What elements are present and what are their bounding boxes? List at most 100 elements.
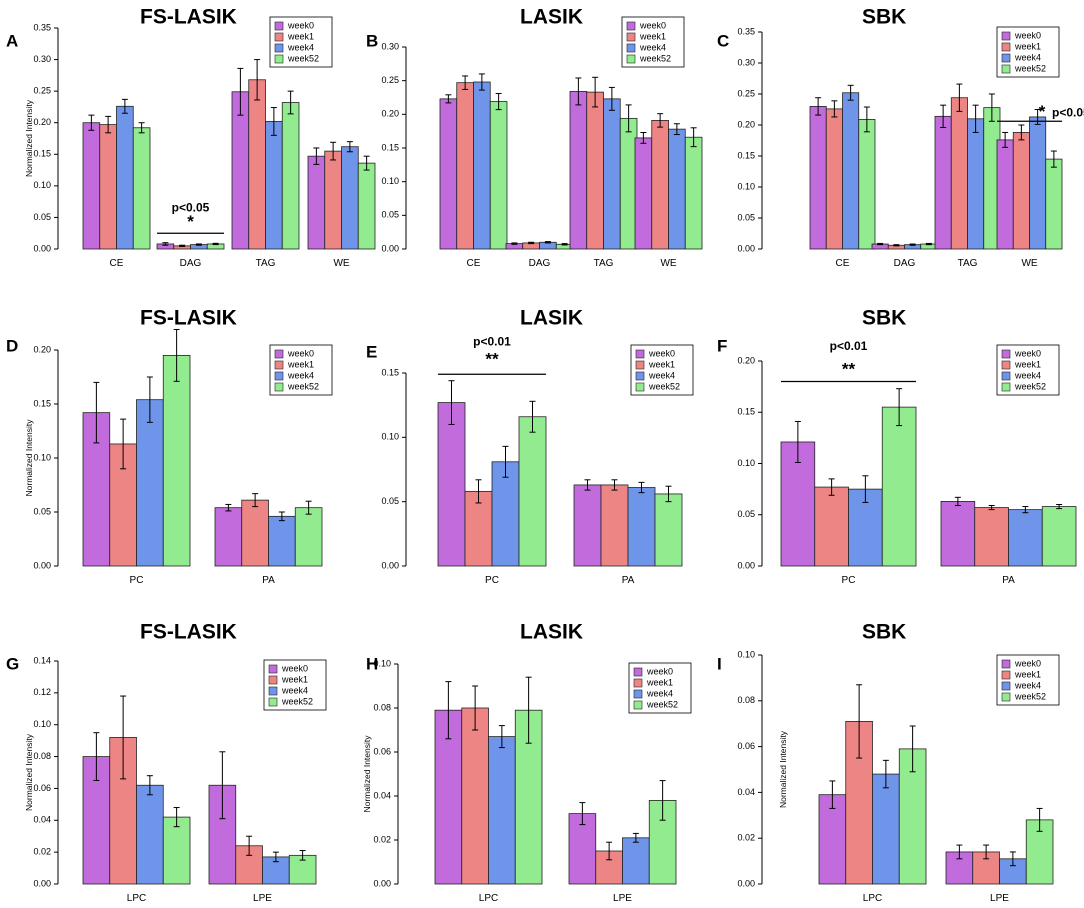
category-label: TAG (594, 258, 614, 269)
y-tick-label: 0.10 (381, 432, 399, 442)
significance-p-value: p<0.05 (1052, 106, 1084, 120)
y-tick-label: 0.15 (33, 149, 51, 159)
legend-swatch-week52 (274, 54, 284, 64)
bar-week4-we (668, 128, 686, 250)
legend-swatch-week4 (626, 43, 636, 53)
y-tick-label: 0.05 (737, 509, 755, 519)
bar-week4-pa (268, 515, 296, 567)
y-tick-label: 0.00 (381, 560, 399, 570)
bar-week52-pc (881, 406, 917, 567)
legend-swatch-week4 (274, 371, 284, 381)
bar-week4-tag (265, 121, 283, 250)
y-tick-label: 0.00 (381, 243, 399, 253)
panel-title: SBK (862, 307, 906, 330)
panel-letter: G (6, 654, 19, 673)
y-tick-label: 0.00 (33, 560, 51, 570)
bar-week1-pa (974, 507, 1009, 567)
legend-swatch-week0 (274, 349, 284, 359)
y-tick-label: 0.06 (737, 741, 755, 751)
legend-label-week4: week4 (646, 688, 673, 698)
bar-week0-ce (439, 98, 458, 250)
panel-letter: B (366, 31, 378, 50)
legend-label-week1: week1 (648, 359, 675, 369)
legend-swatch-week0 (1001, 659, 1011, 669)
legend-swatch-week4 (635, 371, 645, 381)
legend-label-week0: week0 (639, 20, 666, 30)
y-tick-label: 0.20 (33, 117, 51, 127)
y-tick-label: 0.06 (33, 783, 51, 793)
y-tick-label: 0.15 (737, 150, 755, 160)
bar-week52-ce (489, 101, 508, 250)
legend-swatch-week1 (274, 32, 284, 42)
legend-label-week1: week1 (287, 31, 314, 41)
bar-week1-ce (456, 82, 474, 250)
panel-b: LASIK B 0.00 0.05 0.10 0.15 0.20 0.25 0.30 CE DAG T… (366, 6, 703, 269)
y-tick-label: 0.20 (381, 109, 399, 119)
category-label: LPC (863, 893, 882, 904)
legend-label-week52: week52 (287, 53, 319, 63)
category-label: PA (622, 575, 635, 586)
legend-label-week0: week0 (287, 348, 314, 358)
legend-label-week4: week4 (648, 370, 675, 380)
y-tick-label: 0.02 (373, 834, 391, 844)
legend-swatch-week52 (626, 54, 636, 64)
panel-letter: C (717, 31, 729, 50)
y-axis-label: Normalized Intensity (362, 735, 372, 813)
legend-swatch-week4 (274, 43, 284, 53)
y-tick-label: 0.04 (33, 815, 51, 825)
category-label: PC (485, 575, 499, 586)
panel-title: LASIK (520, 621, 583, 644)
bar-week0-lpe (568, 813, 597, 885)
legend-label-week0: week0 (1014, 348, 1041, 358)
legend-swatch-week0 (633, 667, 643, 677)
bar-week4-lpc (488, 736, 516, 885)
y-tick-label: 0.08 (373, 702, 391, 712)
legend-label-week1: week1 (281, 674, 308, 684)
y-tick-label: 0.10 (737, 181, 755, 191)
significance-p-value: p<0.05 (172, 201, 210, 215)
legend-label-week52: week52 (1014, 381, 1046, 391)
legend-swatch-week52 (1001, 64, 1011, 74)
y-tick-label: 0.08 (33, 751, 51, 761)
panel-g: FS-LASIK G 0.00 0.02 0.04 0.06 0.08 0.10 0.12 0.1… (6, 621, 327, 904)
bar-week0-pa (573, 484, 602, 567)
y-tick-label: 0.00 (33, 243, 51, 253)
legend-swatch-week4 (1001, 681, 1011, 691)
y-axis-label: Normalized Intensity (24, 733, 34, 811)
legend-label-week4: week4 (639, 42, 666, 52)
bar-week1-lpc (461, 707, 489, 885)
bar-week52-pc (518, 416, 547, 567)
category-label: LPE (253, 893, 272, 904)
bar-week4-lpc (136, 784, 164, 885)
legend-label-week0: week0 (287, 20, 314, 30)
y-tick-label: 0.05 (381, 496, 399, 506)
y-tick-label: 0.10 (33, 719, 51, 729)
panel-title: SBK (862, 621, 906, 644)
y-tick-label: 0.25 (737, 88, 755, 98)
y-axis-label: Normalized Intensity (24, 419, 34, 497)
legend-label-week52: week52 (639, 53, 671, 63)
legend-label-week1: week1 (1014, 359, 1041, 369)
bar-week4-we (341, 146, 359, 250)
legend-label-week0: week0 (1014, 658, 1041, 668)
legend-swatch-week4 (633, 689, 643, 699)
bar-week4-ce (842, 92, 860, 250)
y-axis-label: Normalized Intensity (24, 99, 34, 177)
legend-label-week1: week1 (1014, 41, 1041, 51)
y-tick-label: 0.05 (33, 212, 51, 222)
category-label: PC (130, 575, 144, 586)
legend-swatch-week4 (1001, 371, 1011, 381)
category-label: LPC (127, 893, 146, 904)
y-axis-label: Normalized Intensity (778, 730, 788, 808)
y-tick-label: 0.10 (33, 452, 51, 462)
y-tick-label: 0.25 (381, 75, 399, 85)
legend-label-week52: week52 (646, 699, 678, 709)
y-tick-label: 0.15 (737, 407, 755, 417)
legend-label-week4: week4 (287, 370, 314, 380)
y-tick-label: 0.05 (737, 212, 755, 222)
